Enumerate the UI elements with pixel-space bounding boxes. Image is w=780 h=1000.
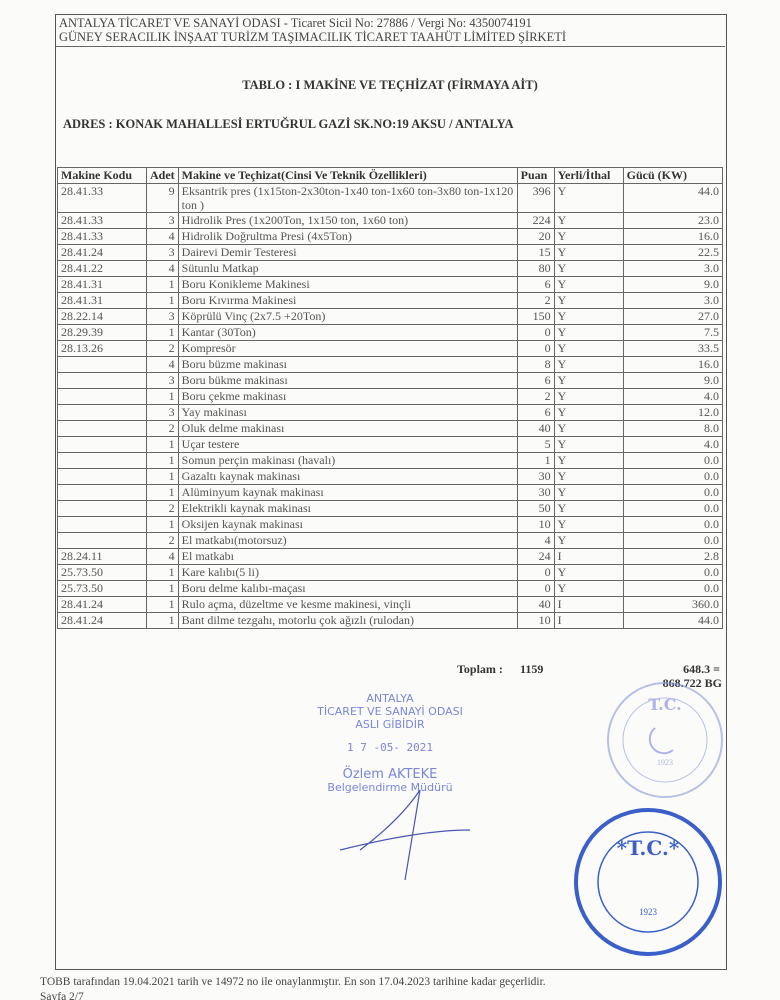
header-divider	[56, 46, 725, 47]
cell-points: 396	[516, 183, 555, 213]
cell-description: Eksantrik pres (1x15ton-2x30ton-1x40 ton…	[177, 183, 518, 213]
table-row: 28.41.31 1 Boru Konikleme Makinesi 6 Y 9.0	[57, 276, 724, 293]
table-row: 28.41.33 9 Eksantrik pres (1x15ton-2x30ton…	[57, 183, 724, 213]
cell-power: 44.0	[622, 183, 724, 213]
total-label: Toplam :	[457, 662, 503, 676]
table-row: 28.24.11 4 El matkabı 24 I 2.8	[57, 548, 724, 565]
cell-power: 7.5	[622, 324, 724, 341]
cell-points: 50	[516, 500, 555, 517]
cell-code: 28.41.24	[57, 244, 147, 261]
col-code: Makine Kodu	[57, 167, 147, 184]
tc-seal-icon: T.C. 1923	[607, 682, 723, 798]
cell-description: Somun perçin makinası (havalı)	[177, 452, 518, 469]
cell-points: 20	[516, 228, 555, 245]
svg-text:T.C.: T.C.	[648, 695, 681, 714]
table-row: 28.41.24 1 Rulo açma, düzeltme ve kesme ma…	[57, 596, 724, 613]
cert-line1: ANTALYA	[366, 692, 414, 705]
cell-power: 44.0	[622, 612, 724, 629]
total-bg: 868.722 BG	[662, 676, 722, 690]
table-row: 3 Yay makinası 6 Y 12.0	[57, 404, 724, 421]
svg-text:1923: 1923	[639, 907, 658, 917]
cert-line3: ASLI GİBİDİR	[355, 718, 425, 731]
svg-text:1923: 1923	[657, 758, 673, 767]
table-row: 3 Boru bükme makinası 6 Y 9.0	[57, 372, 724, 389]
cell-code: 28.41.24	[57, 612, 147, 629]
cert-role: Belgelendirme Müdürü	[327, 781, 453, 794]
svg-text:*T.C.*: *T.C.*	[617, 836, 680, 860]
machinery-table: Makine Kodu Adet Makine ve Teçhizat(Cins…	[57, 167, 724, 629]
table-row: 1 Gazaltı kaynak makinası 30 Y 0.0	[57, 468, 724, 485]
chamber-header: ANTALYA TİCARET VE SANAYİ ODASI - Ticare…	[59, 16, 532, 30]
cell-code: 25.73.50	[57, 580, 147, 597]
page-frame	[55, 14, 727, 970]
cell-points: 15	[516, 244, 555, 261]
cell-description: Boru Konikleme Makinesi	[177, 276, 518, 293]
cell-power: 0.0	[622, 468, 724, 485]
cell-description: Kare kalıbı(5 li)	[177, 564, 518, 581]
cell-description: Bant dilme tezgahı, motorlu çok ağızlı (…	[177, 612, 518, 629]
table-row: 1 Oksijen kaynak makinası 10 Y 0.0	[57, 516, 724, 533]
cell-description: Hidrolik Doğrultma Presi (4x5Ton)	[177, 228, 518, 245]
cell-code: 28.41.33	[57, 183, 147, 213]
table-row: 28.41.33 4 Hidrolik Doğrultma Presi (4x5To…	[57, 228, 724, 245]
table-row: 2 El matkabı(motorsuz) 4 Y 0.0	[57, 532, 724, 549]
table-row: 25.73.50 1 Kare kalıbı(5 li) 0 Y 0.0	[57, 564, 724, 581]
cell-points: 10	[516, 516, 555, 533]
cell-code: 28.41.22	[57, 260, 147, 277]
cert-date: 1 7 -05- 2021	[346, 741, 434, 754]
cell-qty: 9	[146, 183, 179, 213]
footer-note: TOBB tarafından 19.04.2021 tarih ve 1497…	[40, 976, 546, 988]
company-name: GÜNEY SERACILIK İNŞAAT TURİZM TAŞIMACILI…	[59, 30, 567, 44]
cert-name: Özlem AKTEKE	[342, 767, 438, 782]
table-row: 28.41.24 1 Bant dilme tezgahı, motorlu çok…	[57, 612, 724, 629]
cell-origin: I	[553, 612, 624, 629]
cell-description: Hidrolik Pres (1x200Ton, 1x150 ton, 1x60…	[177, 212, 518, 229]
page-number: Sayfa 2/7	[40, 991, 84, 1000]
cell-code: 28.24.11	[57, 548, 147, 565]
signature	[339, 789, 471, 881]
address: ADRES : KONAK MAHALLESİ ERTUĞRUL GAZİ SK…	[63, 117, 514, 131]
table-header-row: Makine Kodu Adet Makine ve Teçhizat(Cins…	[57, 167, 724, 184]
cell-description: El matkabı(motorsuz)	[177, 532, 518, 549]
cell-description: Gazaltı kaynak makinası	[177, 468, 518, 485]
col-origin: Yerli/İthal	[553, 167, 624, 184]
col-description: Makine ve Teçhizat(Cinsi Ve Teknik Özell…	[177, 167, 518, 184]
table-row: 1 Somun perçin makinası (havalı) 1 Y 0.0	[57, 452, 724, 469]
cell-points: 10	[516, 612, 555, 629]
cell-power: 2.8	[622, 548, 724, 565]
table-row: 28.13.26 2 Kompresör 0 Y 33.5	[57, 340, 724, 357]
tobb-seal-icon: *T.C.* 1923	[574, 808, 722, 956]
table-row: 4 Boru büzme makinası 8 Y 16.0	[57, 356, 724, 373]
cell-power: 9.0	[622, 372, 724, 389]
total-power: 648.3 =	[683, 662, 720, 676]
cell-description: Oluk delme makinası	[177, 420, 518, 437]
table-row: 28.41.22 4 Sütunlu Matkap 80 Y 3.0	[57, 260, 724, 277]
table-row: 1 Alüminyum kaynak makinası 30 Y 0.0	[57, 484, 724, 501]
table-title: TABLO : I MAKİNE VE TEÇHİZAT (FİRMAYA Aİ…	[242, 78, 538, 92]
table-row: 1 Uçar testere 5 Y 4.0	[57, 436, 724, 453]
cell-power: 9.0	[622, 276, 724, 293]
table-row: 28.41.33 3 Hidrolik Pres (1x200Ton, 1x150 …	[57, 212, 724, 229]
certification-stamp: ANTALYA TİCARET VE SANAYİ ODASI ASLI GİB…	[290, 692, 490, 794]
cell-power: 4.0	[622, 436, 724, 453]
total-points: 1159	[520, 662, 544, 676]
cert-line2: TİCARET VE SANAYİ ODASI	[317, 705, 463, 718]
